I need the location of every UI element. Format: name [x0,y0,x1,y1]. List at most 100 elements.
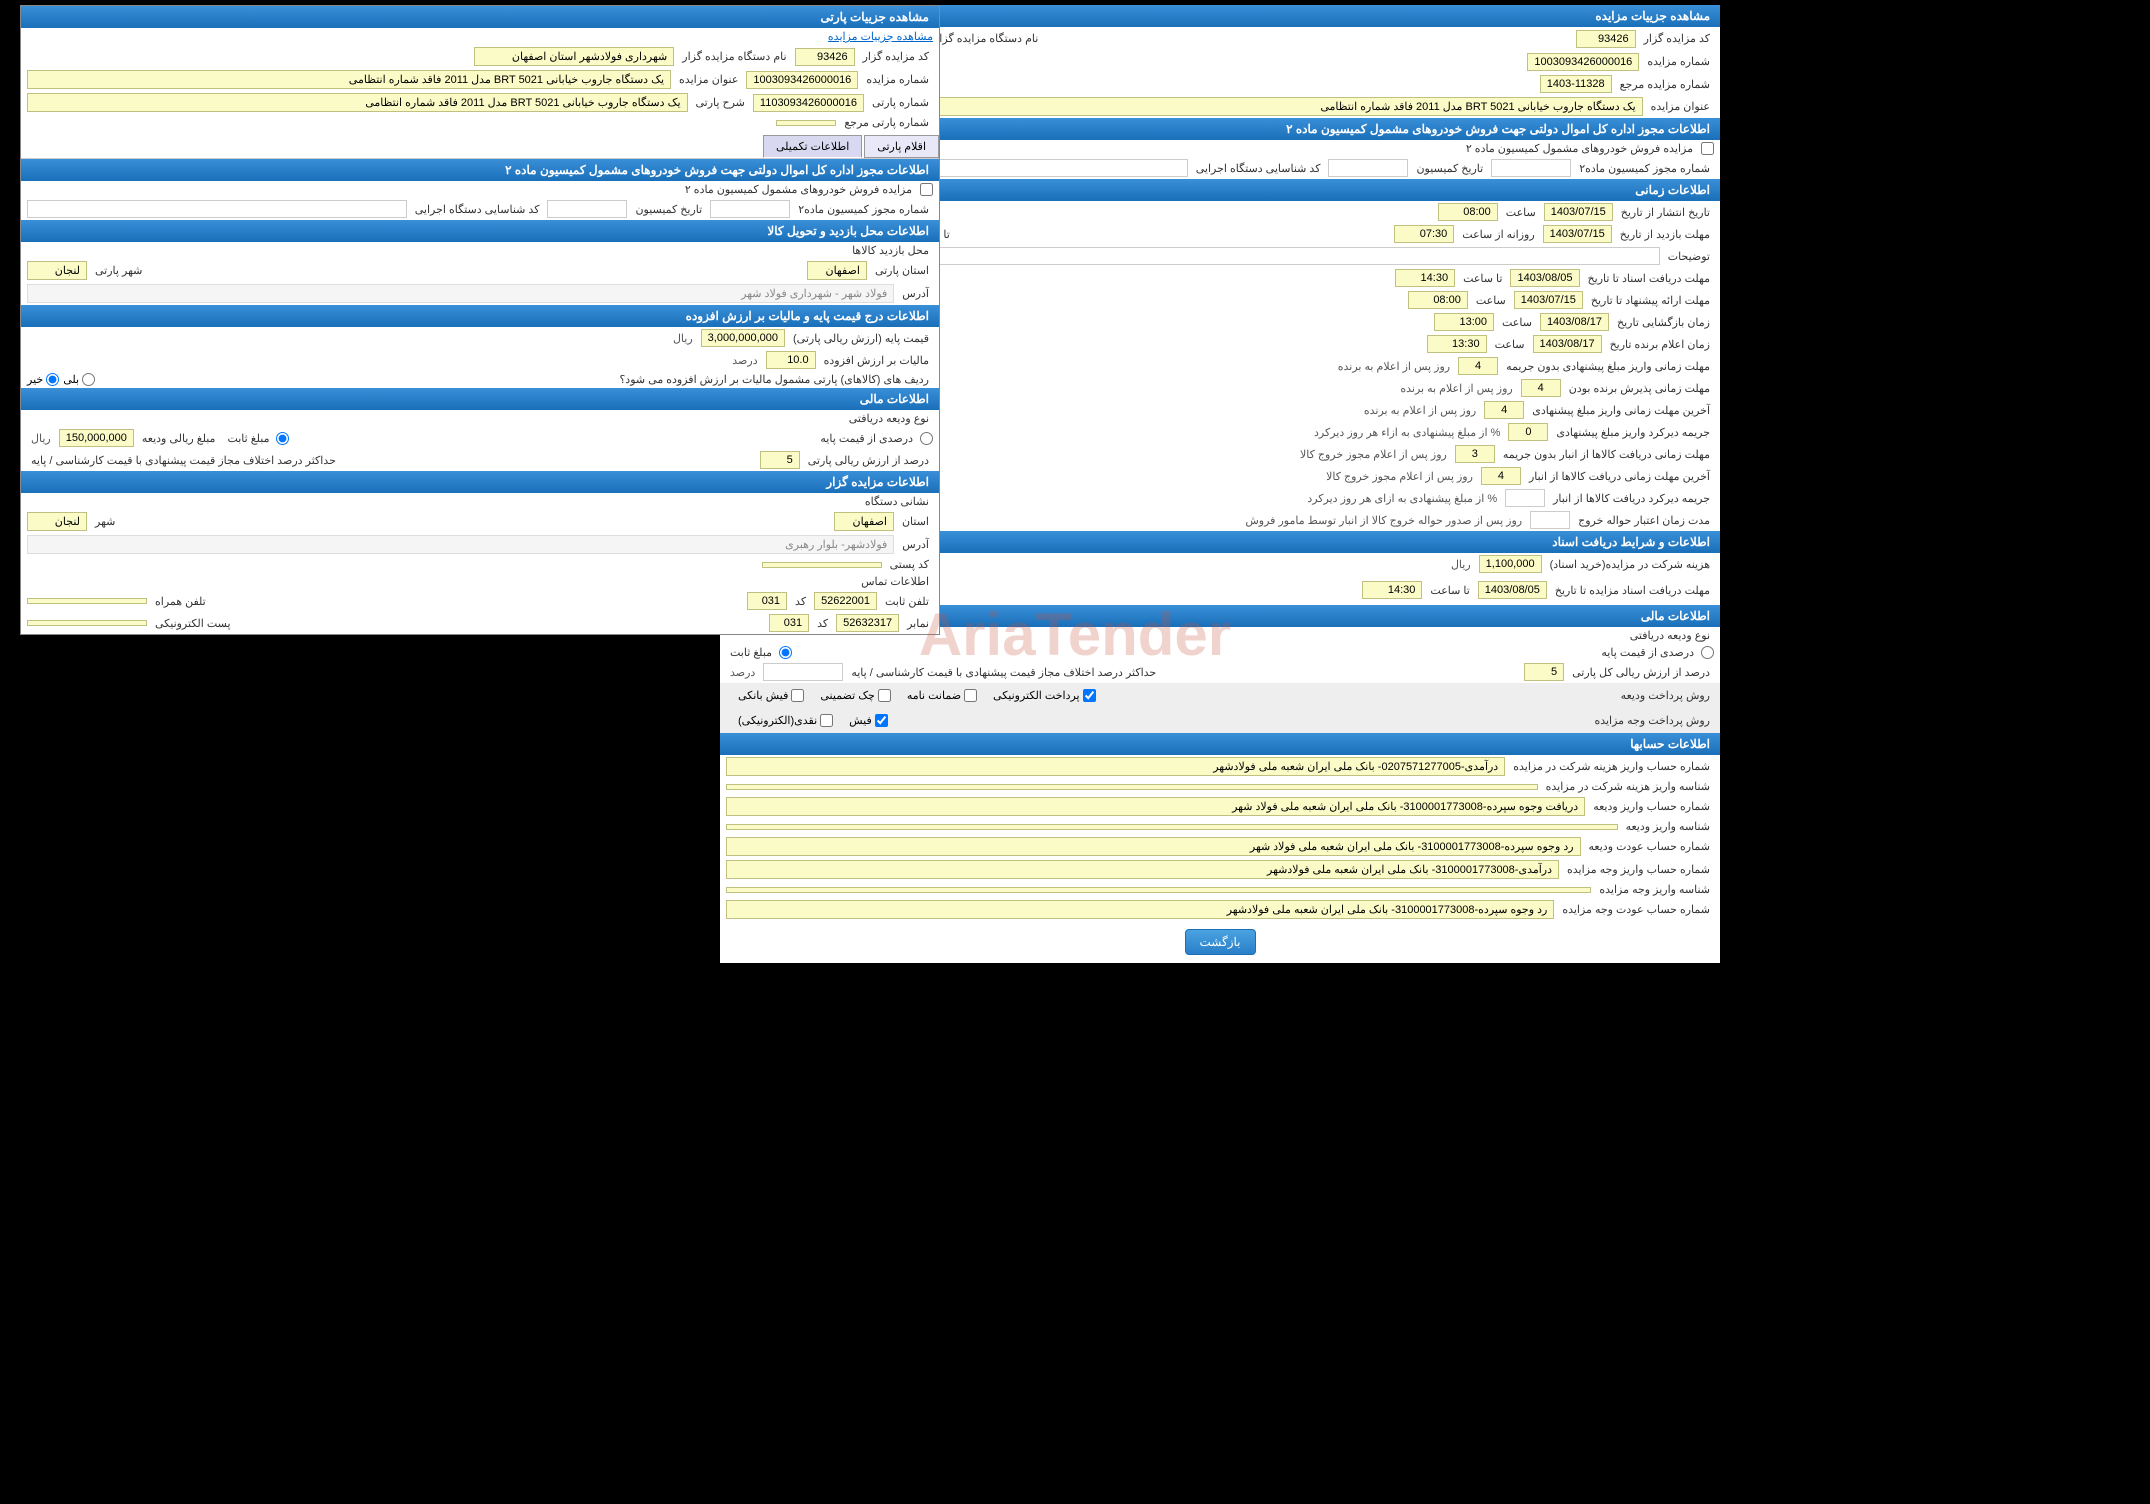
max-diff-input[interactable] [763,663,843,681]
visit-from: 1403/07/15 [1543,225,1612,243]
l-deposit-type-label: نوع ودیعه دریافتی [845,412,933,425]
l-code-label: کد مزایده گزار [859,50,933,63]
pickup-penalty-input[interactable] [1505,489,1545,507]
province-label: استان پارتی [871,264,933,277]
pickup-unit: روز پس از اعلام مجوز خروج کالا [1296,448,1451,461]
code-prefix-label: کد [791,595,810,608]
winner-label: زمان اعلام برنده تاریخ [1606,338,1714,351]
pickup-penalty-unit: % از مبلغ پیشنهادی به ازای هر روز دیرکرد [1303,492,1501,505]
fax-val: 52632317 [836,614,899,632]
acc3-val: دریافت وجوه سپرده-3100001773008- بانک مل… [726,797,1585,816]
visit-label: مهلت بازدید از تاریخ [1616,228,1714,241]
penalty-label: جریمه دیرکرد واریز مبلغ پیشنهادی [1552,426,1714,439]
yes-label: بلی [63,373,79,386]
open-label: زمان بازگشایی تاریخ [1613,316,1714,329]
tab-bar: اقلام پارتی اطلاعات تکمیلی [21,131,939,159]
pay-method-label: روش پرداخت ودیعه [1617,689,1714,702]
l-num-val: 1003093426000016 [746,71,858,89]
l-section-org: اطلاعات مزایده گزار [21,471,939,493]
permit-input[interactable] [1491,159,1571,177]
l-fixed-amount-radio[interactable] [276,432,289,445]
address-label: آدرس [898,287,933,300]
percent-total-label: درصد از ارزش ریالی کل پارتی [1568,666,1714,679]
exit-credit-input[interactable] [1530,511,1570,529]
l-max-diff-label: حداکثر درصد اختلاف مجاز قیمت پیشنهادی با… [27,454,340,467]
slip-label: فیش [849,714,872,727]
acc8-val: رد وجوه سپرده-3100001773008- بانک ملی ای… [726,900,1554,919]
cash-electronic-checkbox[interactable] [820,714,833,727]
l-comm-date-input[interactable] [547,200,627,218]
postal-label: کد پستی [886,558,933,571]
l-code-val: 93426 [795,48,855,66]
acc4-label: شناسه واریز ودیعه [1622,820,1714,833]
max-diff-label: حداکثر درصد اختلاف مجاز قیمت پیشنهادی با… [847,666,1160,679]
rial-unit-3: ریال [27,432,55,445]
acc2-label: شناسه واریز هزینه شرکت در مزایده [1542,780,1714,793]
accept-deadline-val: 4 [1521,379,1561,397]
check-checkbox[interactable] [878,689,891,702]
acc4-val [726,824,1618,830]
l-exec-id-input[interactable] [27,200,407,218]
fixed-amount-radio[interactable] [779,646,792,659]
phone-label: تلفن ثابت [881,595,933,608]
no-radio[interactable] [46,373,59,386]
last-pickup-label: آخرین مهلت زمانی دریافت کالاها از انبار [1525,470,1714,483]
docs-label: مهلت دریافت اسناد تا تاریخ [1584,272,1714,285]
payment-method-label: روش پرداخت وجه مزایده [1590,714,1714,727]
permit-label: شماره مجوز کمیسیون ماده۲ [1575,162,1714,175]
l-section-financial: اطلاعات مالی [21,388,939,410]
party-ref-label: شماره پارتی مرجع [840,116,933,129]
tab-supplementary[interactable]: اطلاعات تکمیلی [763,135,862,158]
subsale-label: مزایده فروش خودروهای مشمول کمیسیون ماده … [1462,142,1697,155]
l-fixed-amount-label: مبلغ ثابت [223,432,273,445]
check-label: چک تضمینی [820,689,874,702]
code-prefix-val: 031 [747,592,787,610]
l-org-val: شهرداری فولادشهر استان اصفهان [474,47,674,66]
offer-time: 08:00 [1408,291,1468,309]
addr2-label: آدرس [898,538,933,551]
l-title-val: یک دستگاه جاروب خیابانی BRT 5021 مدل 201… [27,70,671,89]
offer-date: 1403/07/15 [1514,291,1583,309]
pay-electronic-checkbox[interactable] [1083,689,1096,702]
acc6-label: شماره حساب واریز وجه مزایده [1563,863,1714,876]
penalty-val: 0 [1508,423,1548,441]
num-value: 1003093426000016 [1527,53,1639,71]
acc7-val [726,887,1591,893]
back-button[interactable]: بازگشت [1185,929,1256,955]
l-permit-input[interactable] [710,200,790,218]
pub-from-date: 1403/07/15 [1544,203,1613,221]
penalty-unit: % از مبلغ پیشنهادی به ازاء هر روز دیرکرد [1310,426,1504,439]
exit-credit-label: مدت زمان اعتبار حواله خروج [1574,514,1714,527]
percent-base-radio[interactable] [1701,646,1714,659]
subsale-checkbox[interactable] [1701,142,1714,155]
l-subsale-checkbox[interactable] [920,183,933,196]
email-val [27,620,147,626]
docs-date: 1403/08/05 [1510,269,1579,287]
guarantee-checkbox[interactable] [964,689,977,702]
l-permit-label: شماره مجوز کمیسیون ماده۲ [794,203,933,216]
section-accounts: اطلاعات حسابها [720,733,1720,755]
time-label: ساعت [1502,206,1540,219]
bank-slip-checkbox[interactable] [791,689,804,702]
tab-party-items[interactable]: اقلام پارتی [864,135,939,158]
pay-electronic-label: پرداخت الکترونیکی [993,689,1080,702]
yes-radio[interactable] [82,373,95,386]
mobile-label: تلفن همراه [151,595,210,608]
postal-val [762,562,882,568]
slip-checkbox[interactable] [875,714,888,727]
visit-place-label: محل بازدید کالاها [848,244,933,257]
view-auction-link[interactable]: مشاهده جزییات مزایده [828,30,933,43]
comm-date-input[interactable] [1328,159,1408,177]
deposit-deadline-label: مهلت زمانی واریز مبلغ پیشنهادی بدون جریم… [1502,360,1714,373]
deposit-deadline-val: 4 [1458,357,1498,375]
code-value: 93426 [1576,30,1636,48]
exec-id-label: کد شناسایی دستگاه اجرایی [1192,162,1325,175]
fee-value: 1,100,000 [1479,555,1542,573]
l-num-label: شماره مزایده [862,73,933,86]
party-ref-val [776,120,836,126]
no-label: خیر [27,373,43,386]
l-percent-base-radio[interactable] [920,432,933,445]
l-comm-date-label: تاریخ کمیسیون [631,203,706,216]
city-label: شهر پارتی [91,264,146,277]
pickup-label: مهلت زمانی دریافت کالاها از انبار بدون ج… [1499,448,1714,461]
